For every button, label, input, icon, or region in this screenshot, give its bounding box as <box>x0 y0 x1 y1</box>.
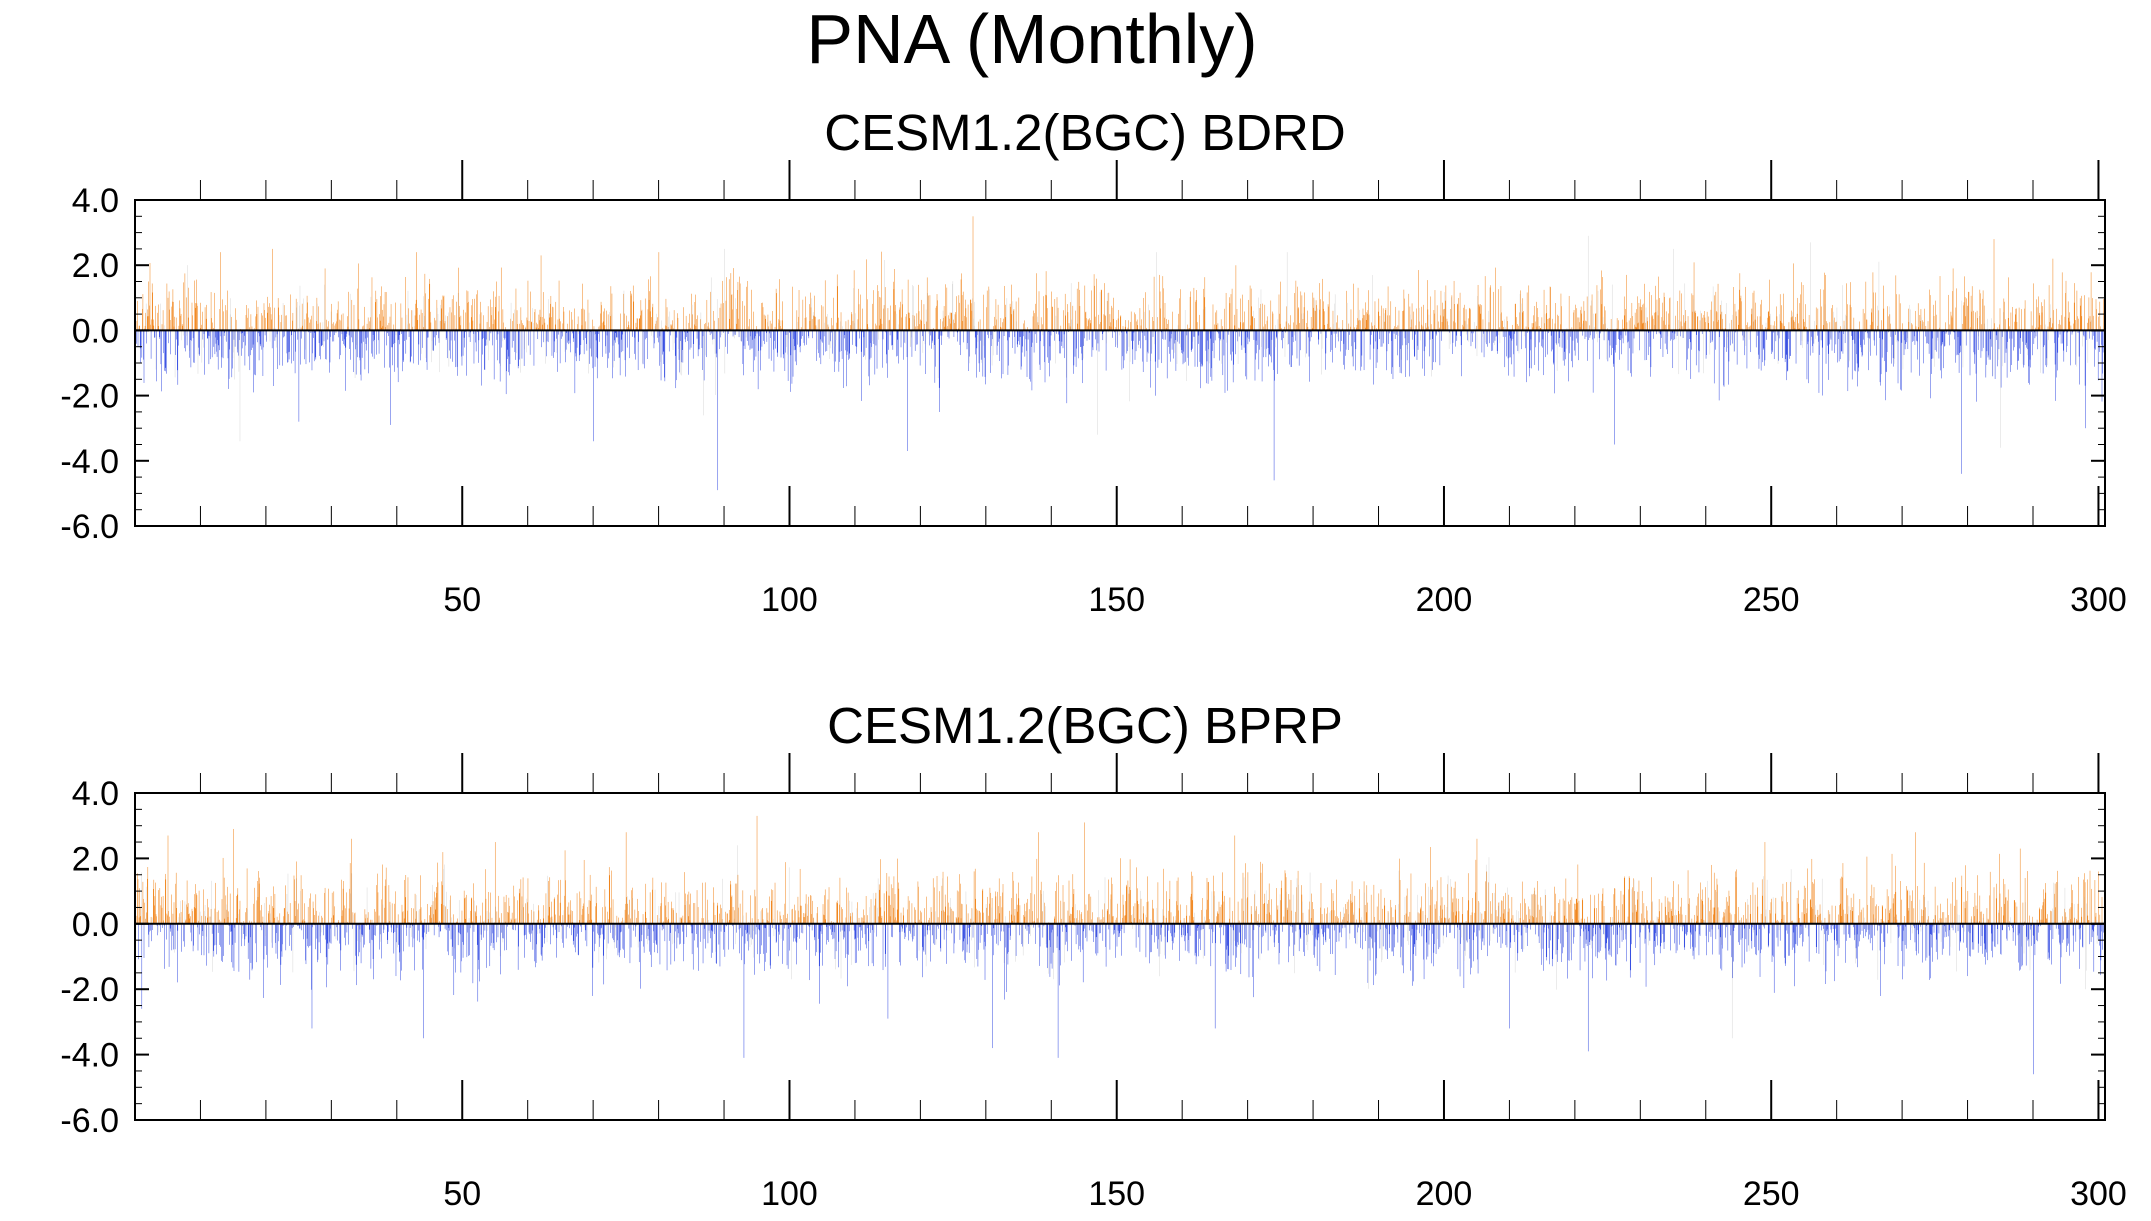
y-tick-label: -2.0 <box>60 378 119 416</box>
chart-panel-bdrd: CESM1.2(BGC) BDRD 4.0 2.0 0.0 -2.0 -4.0 -6.0 5… <box>60 104 2126 619</box>
plot-frame <box>134 199 2106 527</box>
y-tick-label: 0.0 <box>72 312 119 350</box>
x-tick-label: 300 <box>2070 581 2127 619</box>
y-tick-label: 4.0 <box>72 182 119 220</box>
x-tick-label: 50 <box>443 581 481 619</box>
y-tick-label: -4.0 <box>60 443 119 481</box>
panel-title-bprp: CESM1.2(BGC) BPRP <box>827 697 1343 754</box>
figure-title: PNA (Monthly) <box>806 0 1257 78</box>
x-tick-label: 200 <box>1416 581 1473 619</box>
axes-bdrd: 4.0 2.0 0.0 -2.0 -4.0 -6.0 50 100 150 200 250 300 <box>60 160 2127 619</box>
y-tick-label: -6.0 <box>60 508 119 546</box>
x-tick-label: 150 <box>1088 581 1145 619</box>
x-tick-label: 100 <box>761 581 818 619</box>
x-tick-label: 250 <box>1743 581 1800 619</box>
bars-bdrd <box>135 216 2105 491</box>
bars-bprp <box>135 815 2105 1075</box>
chart-panel-bprp: CESM1.2(BGC) BPRP 4.02.00.0-2.0-4.0-6.05… <box>60 697 2126 1213</box>
y-tick-label: 2.0 <box>72 247 119 285</box>
panel-title-bdrd: CESM1.2(BGC) BDRD <box>824 104 1345 161</box>
